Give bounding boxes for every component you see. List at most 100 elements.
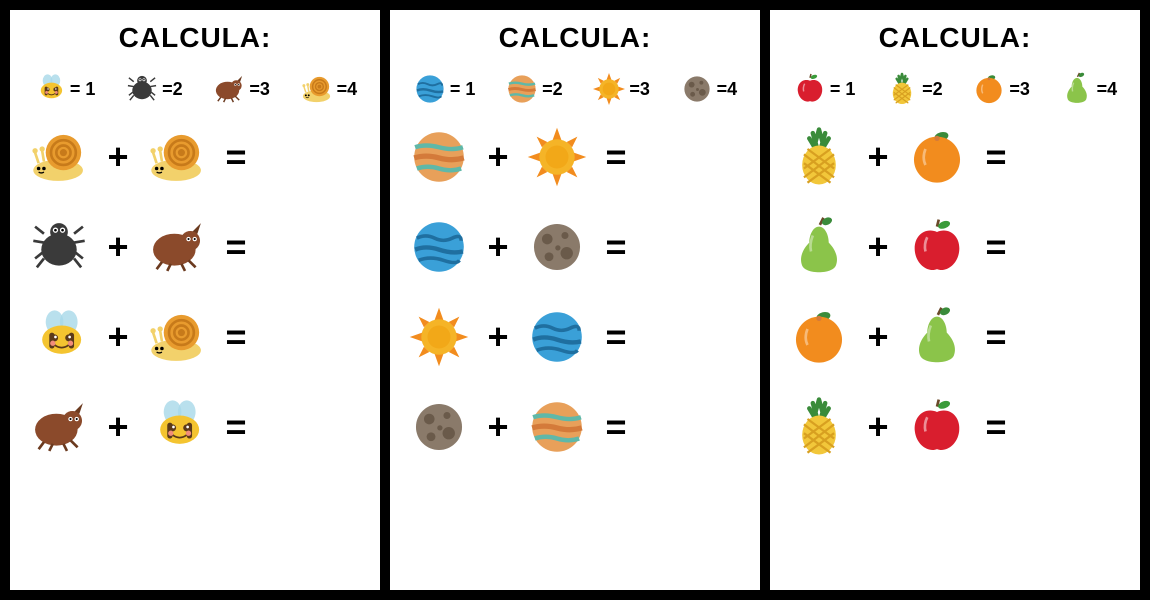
legend-item: =2 [885, 72, 943, 106]
pear-icon [1060, 72, 1094, 106]
spider-icon [28, 216, 90, 278]
plus-op: + [864, 316, 892, 358]
neptune-icon [408, 216, 470, 278]
plus-op: + [104, 406, 132, 448]
apple-icon [793, 72, 827, 106]
equals-op: = [602, 226, 630, 268]
problem-row: += [408, 306, 742, 368]
legend-item: =4 [1060, 72, 1118, 106]
problem-row: += [408, 216, 742, 278]
problem-row: += [788, 216, 1122, 278]
pineapple-icon [885, 72, 919, 106]
legend-item: =4 [680, 72, 738, 106]
problems-list: += += += += [778, 126, 1132, 458]
legend-value: =2 [542, 79, 563, 100]
snail-icon [28, 126, 90, 188]
equals-op: = [982, 226, 1010, 268]
legend-row: = 1 =2 =3 =4 [778, 72, 1132, 106]
spider-icon [125, 72, 159, 106]
card-title: CALCULA: [879, 22, 1032, 54]
worksheet-card-3: CALCULA: = 1 =2 =3 =4 += += += += [770, 10, 1140, 590]
legend-value: = 1 [450, 79, 476, 100]
plus-op: + [864, 406, 892, 448]
problem-row: += [28, 126, 362, 188]
moon-icon [680, 72, 714, 106]
orange-icon [906, 126, 968, 188]
legend-item: =3 [212, 72, 270, 106]
beetle-icon [28, 396, 90, 458]
worksheet-card-1: CALCULA: = 1 =2 =3 =4 += += += += [10, 10, 380, 590]
apple-icon [906, 396, 968, 458]
equals-op: = [222, 316, 250, 358]
bee-icon [28, 306, 90, 368]
legend-value: =4 [337, 79, 358, 100]
legend-item: = 1 [793, 72, 856, 106]
equals-op: = [222, 226, 250, 268]
equals-op: = [602, 136, 630, 178]
legend-item: =4 [300, 72, 358, 106]
legend-value: =2 [922, 79, 943, 100]
legend-item: =2 [125, 72, 183, 106]
sun-icon [408, 306, 470, 368]
jupiter-icon [505, 72, 539, 106]
equals-op: = [982, 406, 1010, 448]
problem-row: += [28, 306, 362, 368]
card-title: CALCULA: [119, 22, 272, 54]
neptune-icon [413, 72, 447, 106]
beetle-icon [212, 72, 246, 106]
plus-op: + [484, 226, 512, 268]
legend-item: =3 [592, 72, 650, 106]
equals-op: = [602, 316, 630, 358]
orange-icon [972, 72, 1006, 106]
equals-op: = [602, 406, 630, 448]
problem-row: += [28, 216, 362, 278]
problem-row: += [408, 396, 742, 458]
legend-value: =3 [629, 79, 650, 100]
equals-op: = [982, 136, 1010, 178]
worksheet-card-2: CALCULA: = 1 =2 =3 =4 += += += += [390, 10, 760, 590]
bee-icon [33, 72, 67, 106]
pineapple-icon [788, 126, 850, 188]
legend-value: =2 [162, 79, 183, 100]
problem-row: += [788, 306, 1122, 368]
bee-icon [146, 396, 208, 458]
problem-row: += [788, 126, 1122, 188]
problem-row: += [408, 126, 742, 188]
legend-item: = 1 [33, 72, 96, 106]
legend-value: =4 [717, 79, 738, 100]
problems-list: += += += += [18, 126, 372, 458]
legend-item: = 1 [413, 72, 476, 106]
pear-icon [788, 216, 850, 278]
sun-icon [526, 126, 588, 188]
legend-value: = 1 [830, 79, 856, 100]
plus-op: + [104, 226, 132, 268]
moon-icon [526, 216, 588, 278]
problems-list: += += += += [398, 126, 752, 458]
neptune-icon [526, 306, 588, 368]
plus-op: + [864, 226, 892, 268]
legend-value: =3 [1009, 79, 1030, 100]
pear-icon [906, 306, 968, 368]
legend-value: =3 [249, 79, 270, 100]
pineapple-icon [788, 396, 850, 458]
plus-op: + [484, 136, 512, 178]
legend-item: =2 [505, 72, 563, 106]
equals-op: = [222, 406, 250, 448]
equals-op: = [982, 316, 1010, 358]
beetle-icon [146, 216, 208, 278]
card-title: CALCULA: [499, 22, 652, 54]
jupiter-icon [408, 126, 470, 188]
snail-icon [146, 306, 208, 368]
legend-row: = 1 =2 =3 =4 [398, 72, 752, 106]
sun-icon [592, 72, 626, 106]
plus-op: + [104, 316, 132, 358]
equals-op: = [222, 136, 250, 178]
snail-icon [146, 126, 208, 188]
orange-icon [788, 306, 850, 368]
moon-icon [408, 396, 470, 458]
legend-value: =4 [1097, 79, 1118, 100]
legend-item: =3 [972, 72, 1030, 106]
problem-row: += [788, 396, 1122, 458]
problem-row: += [28, 396, 362, 458]
snail-icon [300, 72, 334, 106]
